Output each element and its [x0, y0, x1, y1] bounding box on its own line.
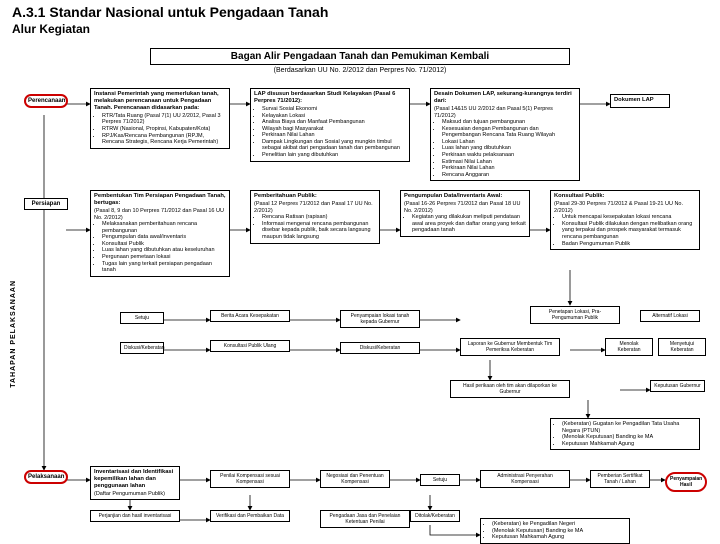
list-item: Dampak Lingkungan dan Sosial yang mungki… — [262, 139, 406, 152]
list-item: Perkiraan waktu pelaksanaan — [442, 152, 576, 159]
list-item: Konsultasi Publik — [102, 241, 226, 248]
page-subtitle: Alur Kegiatan — [12, 22, 708, 36]
node-pemberitahuan-publik: Pemberitahuan Publik:(Pasal 12 Perpres 7… — [250, 190, 380, 244]
list-item: Lokasi Lahan — [442, 139, 576, 146]
list-item: Keputusan Mahkamah Agung — [562, 441, 696, 448]
node-diskusi1: Diskusi/Keberatan — [120, 342, 164, 354]
node-studi-kelayakan: LAP disusun berdasarkan Studi Kelayakan … — [250, 88, 410, 162]
node-keputusan-gubernur: Keputusan Gubernur — [650, 380, 705, 392]
list-item: Luas lahan yang dibutuhkan — [442, 145, 576, 152]
list-item: (Keberatan) ke Pengadilan Negeri — [492, 521, 626, 528]
list-item: Informasi mengenai rencana pembangunan d… — [262, 221, 376, 241]
page-title: A.3.1 Standar Nasional untuk Pengadaan T… — [12, 4, 708, 20]
node-tim-persiapan: Pembentukan Tim Persiapan Pengadaan Tana… — [90, 190, 230, 277]
list-item: Melaksanakan pemberitahuan rencana pemba… — [102, 221, 226, 234]
list-item: Perkiraan Nilai Lahan — [442, 165, 576, 172]
chart-title: Bagan Alir Pengadaan Tanah dan Pemukiman… — [150, 48, 570, 65]
node-penyampaian-gubernur: Penyampaian lokasi tanah kepada Gubernur — [340, 310, 420, 328]
list-item: Tugas lain yang terkait persiapan pengad… — [102, 261, 226, 274]
phase-pelaksanaan: Pelaksanaan — [24, 470, 68, 484]
node-hasil-perikaan: Hasil perikaan oleh tim akan dilaporkan … — [450, 380, 570, 398]
list-item: Konsultasi Publik dilakukan dengan melib… — [562, 221, 696, 241]
list-item: Survai Sosial Ekonomi — [262, 106, 406, 113]
node-setuju: Setuju — [120, 312, 164, 324]
node-perjanjian: Perjanjian dan hasil inventarisasi — [90, 510, 180, 522]
vertical-axis-label: TAHAPAN PELAKSANAAN — [10, 280, 17, 388]
node-kp-ulang: Konsultasi Publik Ulang — [210, 340, 290, 352]
node-inventarisasi: Inventarisasi dan Identifikasi kepemilik… — [90, 466, 180, 500]
list-item: Perkiraan Nilai Lahan — [262, 132, 406, 139]
list-item: RTR/Tata Ruang (Pasal 7(1) UU 2/2012, Pa… — [102, 113, 226, 126]
node-penetapan-lokasi: Penetapan Lokasi, Pra-Pengumuman Publik — [530, 306, 620, 324]
node-dokumen-lap: Dokumen LAP — [610, 94, 670, 108]
list-item: (Keberatan) Gugatan ke Pengadilan Tata U… — [562, 421, 696, 434]
node-gugatan-ptun: (Keberatan) Gugatan ke Pengadilan Tata U… — [550, 418, 700, 450]
list-item: (Menolak Keputusan) Banding ke MA — [492, 528, 626, 535]
node-setuju2: Setuju — [420, 474, 460, 486]
list-item: Rencana Ratisan (rapisan) — [262, 214, 376, 221]
flow-canvas: TAHAPAN PELAKSANAAN — [10, 80, 710, 540]
list-item: Wilayah bagi Masyarakat — [262, 126, 406, 133]
node-inventaris-awal: Pengumpulan Data/Inventaris Awal:(Pasal … — [400, 190, 530, 237]
list-item: Kegiatan yang dilakukan meliputi pendata… — [412, 214, 526, 234]
list-item: Untuk mencapai kesepakatan lokasi rencan… — [562, 214, 696, 221]
list-item: Rencana Anggaran — [442, 172, 576, 179]
node-laporan-gubernur: Laporan ke Gubernur Membentuk Tim Pemeri… — [460, 338, 560, 356]
node-pengadaan-jasa: Pengadaan Jasa dan Penelaian Ketentuan P… — [320, 510, 410, 528]
list-item: Penelitian lain yang dibutuhkan — [262, 152, 406, 159]
list-item: Pergunaan pemetaan lokasi — [102, 254, 226, 261]
node-verifikasi: Verifikasi dan Pembaikan Data — [210, 510, 290, 522]
node-negosiasi: Negosiasi dan Penentuan Kompensasi — [320, 470, 390, 488]
chart-subtitle: (Berdasarkan UU No. 2/2012 dan Perpres N… — [0, 67, 720, 74]
list-item: Kesesuaian dengan Pembangunan dan Pengem… — [442, 126, 576, 139]
list-item: Badan Pengumuman Publik — [562, 241, 696, 248]
node-penilai-kompensasi: Penilai Kompensasi sesuai Kompensasi — [210, 470, 290, 488]
list-item: Pengumpulan data awal/inventaris — [102, 234, 226, 241]
list-item: (Menolak Keputusan) Banding ke MA — [562, 434, 696, 441]
list-item: Estimasi Nilai Lahan — [442, 159, 576, 166]
node-sertifikat: Pemberian Sertifikat Tanah / Lahan — [590, 470, 650, 488]
phase-perencanaan: Perencanaan — [24, 94, 68, 108]
node-ditolak: Ditolak/Keberatan — [410, 510, 460, 522]
list-item: RPJ/Kas/Rencana Pembangunan (RPJM, Renca… — [102, 133, 226, 146]
node-diskusi2: Diskusi/Keberatan — [340, 342, 420, 354]
list-item: Luas lahan yang dibutuhkan atau keseluru… — [102, 247, 226, 254]
node-menyetujui-keberatan: Menyetujui Keberatan — [658, 338, 706, 356]
list-item: RTRW (Nasional, Propinsi, Kabupaten/Kota… — [102, 126, 226, 133]
phase-persiapan: Persiapan — [24, 198, 68, 210]
node-konsultasi-publik: Konsultasi Publik:(Pasal 29-30 Perpres 7… — [550, 190, 700, 250]
node-penyampaian-hasil: Penyampaian Hasil — [665, 472, 707, 492]
node-berita-acara: Berita Acara Kesepakatan — [210, 310, 290, 322]
node-desain-lap: Desain Dokumen LAP, sekurang-kurangnya t… — [430, 88, 580, 181]
node-menolak-keberatan: Menolak Keberatan — [605, 338, 653, 356]
list-item: Analisa Biaya dan Manfaat Pembangunan — [262, 119, 406, 126]
node-alternatif-lokasi: Alternatif Lokasi — [640, 310, 700, 322]
node-perencanaan-input: Instansi Pemerintah yang memerlukan tana… — [90, 88, 230, 149]
node-admin-kompensasi: Administrasi Penyerahan Kompensasi — [480, 470, 570, 488]
list-item: Maksud dan tujuan pembangunan — [442, 119, 576, 126]
list-item: Kelayakan Lokasi — [262, 113, 406, 120]
